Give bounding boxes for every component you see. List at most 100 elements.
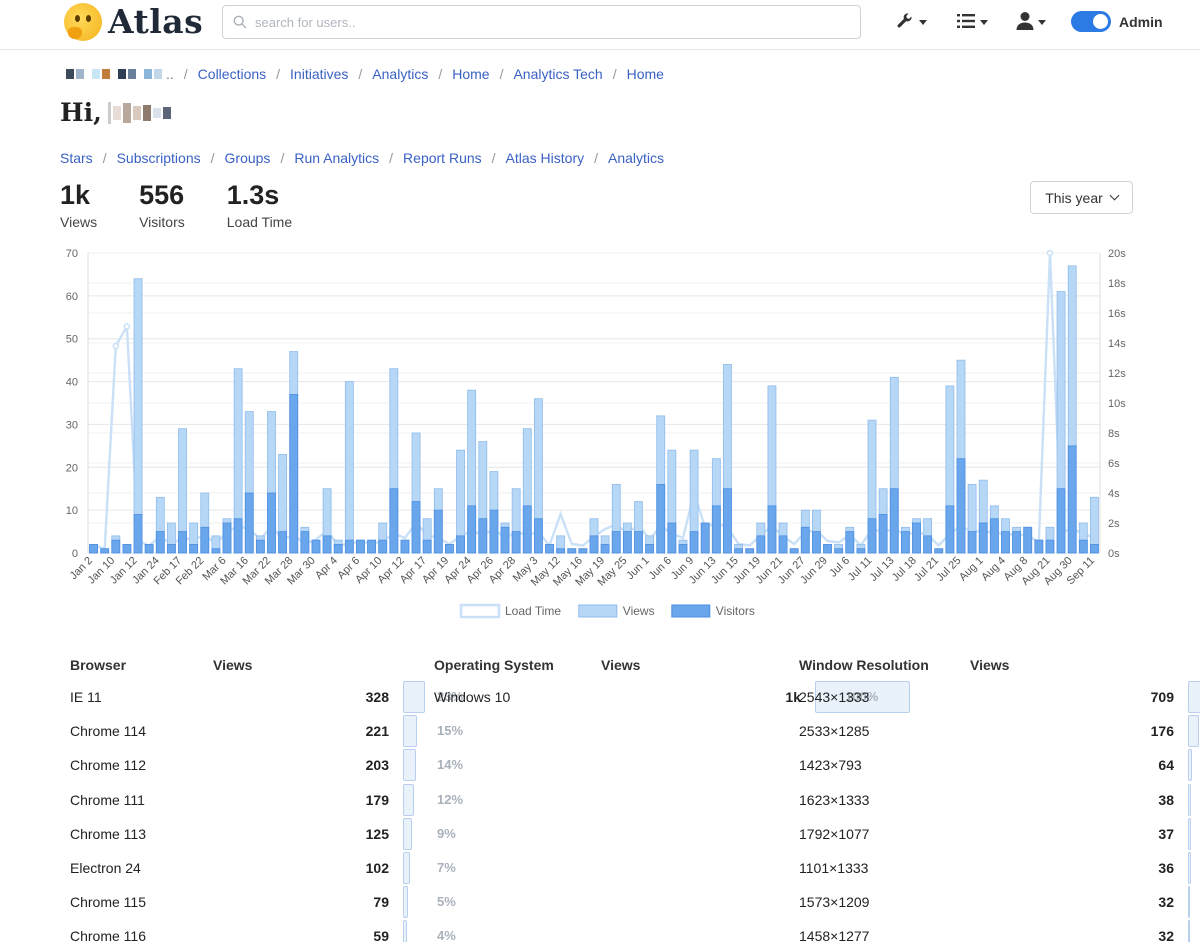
chevron-down-icon bbox=[980, 19, 988, 25]
row-label: 1458×1277 bbox=[799, 928, 870, 942]
row-views: 709 bbox=[1150, 689, 1174, 706]
admin-switch[interactable] bbox=[1071, 11, 1111, 32]
load-time-line bbox=[93, 252, 1095, 551]
nav-analytics[interactable]: Analytics bbox=[608, 150, 665, 166]
visitors-bar bbox=[278, 531, 288, 554]
nav-subscriptions[interactable]: Subscriptions bbox=[116, 150, 201, 166]
visitors-bar bbox=[823, 544, 832, 554]
visitors-bar bbox=[233, 518, 243, 554]
load-time-point bbox=[112, 342, 120, 350]
share-bar: 12% bbox=[403, 783, 497, 816]
y-right-tick-label: 2s bbox=[1108, 518, 1120, 530]
column-header[interactable]: Operating System bbox=[434, 657, 554, 673]
visitors-bar bbox=[745, 548, 755, 554]
visitors-bar bbox=[956, 458, 966, 554]
y-right-tick-label: 16s bbox=[1108, 308, 1126, 320]
row-views: 64 bbox=[1158, 757, 1174, 774]
tools-menu-button[interactable] bbox=[895, 11, 927, 31]
visitors-bar bbox=[834, 548, 844, 554]
chevron-down-icon bbox=[1109, 190, 1120, 201]
visitors-bar bbox=[389, 488, 399, 554]
column-header[interactable]: Views bbox=[601, 657, 641, 673]
app-name: Atlas bbox=[108, 2, 204, 41]
visitors-bar bbox=[178, 531, 187, 554]
search-box[interactable] bbox=[222, 5, 861, 39]
breadcrumb-ellipsis: .. bbox=[166, 66, 174, 82]
visitors-bar bbox=[756, 535, 766, 554]
share-bar-fill bbox=[1188, 852, 1191, 885]
table-row: Chrome 112 203 14% bbox=[70, 748, 497, 782]
row-label: Chrome 114 bbox=[70, 723, 147, 740]
visitors-bar bbox=[589, 535, 599, 554]
visitors-bar bbox=[300, 531, 310, 554]
visitors-bar bbox=[556, 548, 566, 554]
breadcrumb: .. / Collections / Initiatives / Analytics … bbox=[60, 66, 664, 82]
visitors-bar bbox=[122, 544, 132, 554]
legend-swatch bbox=[459, 603, 501, 619]
visitors-bar bbox=[889, 488, 899, 554]
row-views: 36 bbox=[1158, 860, 1174, 877]
x-tick-label: Aug 1 bbox=[957, 555, 986, 584]
share-bar-fill bbox=[1188, 817, 1191, 850]
visitors-bar bbox=[923, 535, 933, 554]
visitors-bar bbox=[723, 488, 732, 554]
visitors-bar bbox=[1090, 544, 1099, 554]
atlas-logo[interactable]: Atlas bbox=[64, 2, 203, 41]
load-time-point bbox=[1046, 249, 1054, 257]
breadcrumb-home[interactable]: Home bbox=[452, 66, 490, 82]
user-menu-button[interactable] bbox=[1016, 11, 1046, 31]
column-header[interactable]: Views bbox=[970, 657, 1010, 673]
y-right-tick-label: 10s bbox=[1108, 398, 1126, 410]
row-label: Chrome 112 bbox=[70, 757, 147, 774]
breadcrumb-collections[interactable]: Collections bbox=[197, 66, 267, 82]
table-header: Window Resolution Views bbox=[799, 650, 1200, 680]
row-views: 102 bbox=[365, 860, 389, 877]
date-range-select[interactable]: This year bbox=[1030, 181, 1133, 214]
page-title: Hi, bbox=[60, 98, 171, 127]
traffic-chart: 0 10 20 30 40 50 60 70 0s 2s 4s 6s 8s 10s 12s 14s 16s 18s… bbox=[66, 248, 1126, 619]
row-views: 203 bbox=[365, 757, 389, 774]
nav-run-analytics[interactable]: Run Analytics bbox=[294, 150, 380, 166]
stat-visitors: 556 Visitors bbox=[139, 180, 185, 230]
visitors-bar bbox=[945, 505, 955, 554]
column-header[interactable]: Browser bbox=[70, 657, 127, 673]
nav-report-runs[interactable]: Report Runs bbox=[403, 150, 482, 166]
breadcrumb-analytics[interactable]: Analytics bbox=[372, 66, 429, 82]
search-input[interactable] bbox=[255, 14, 835, 30]
row-views: 59 bbox=[373, 928, 389, 942]
x-tick-label: Jul 25 bbox=[934, 555, 963, 584]
admin-toggle[interactable]: Admin bbox=[1071, 11, 1163, 32]
date-range-value: This year bbox=[1045, 189, 1103, 206]
row-label: Windows 10 bbox=[434, 689, 511, 706]
y-right-tick-label: 18s bbox=[1108, 278, 1126, 290]
list-menu-button[interactable] bbox=[956, 11, 988, 31]
nav-groups[interactable]: Groups bbox=[224, 150, 271, 166]
visitors-bar bbox=[333, 544, 343, 554]
share-bar-fill bbox=[1188, 681, 1200, 714]
top-navbar: Atlas Admin bbox=[0, 0, 1200, 50]
column-header[interactable]: Views bbox=[213, 657, 253, 673]
table-row: 1423×793 64 4% bbox=[799, 748, 1200, 782]
nav-stars[interactable]: Stars bbox=[60, 150, 93, 166]
share-percent: 5% bbox=[437, 894, 456, 910]
visitors-bar bbox=[367, 539, 376, 554]
breadcrumb-initiatives[interactable]: Initiatives bbox=[290, 66, 349, 82]
row-views: 38 bbox=[1158, 791, 1174, 808]
visitors-bar bbox=[767, 505, 777, 554]
visitors-bar bbox=[489, 509, 499, 554]
x-tick-label: Jun 1 bbox=[624, 555, 652, 583]
breadcrumb-home-2[interactable]: Home bbox=[626, 66, 664, 82]
legend-label: Load Time bbox=[505, 604, 561, 618]
table-row: Chrome 116 59 4% bbox=[70, 919, 497, 942]
summary-stats: 1k Views 556 Visitors 1.3s Load Time bbox=[60, 180, 334, 230]
stat-label: Visitors bbox=[139, 214, 185, 230]
table-row: 2533×1285 176 12% bbox=[799, 714, 1200, 748]
nav-atlas-history[interactable]: Atlas History bbox=[505, 150, 585, 166]
visitors-bar bbox=[322, 535, 332, 554]
breadcrumb-analytics-tech[interactable]: Analytics Tech bbox=[513, 66, 603, 82]
visitors-bar bbox=[467, 505, 477, 554]
y-left-tick-label: 10 bbox=[66, 505, 78, 517]
y-left-tick-label: 40 bbox=[66, 377, 78, 389]
visitors-bar bbox=[1001, 531, 1010, 554]
column-header[interactable]: Window Resolution bbox=[799, 657, 929, 673]
